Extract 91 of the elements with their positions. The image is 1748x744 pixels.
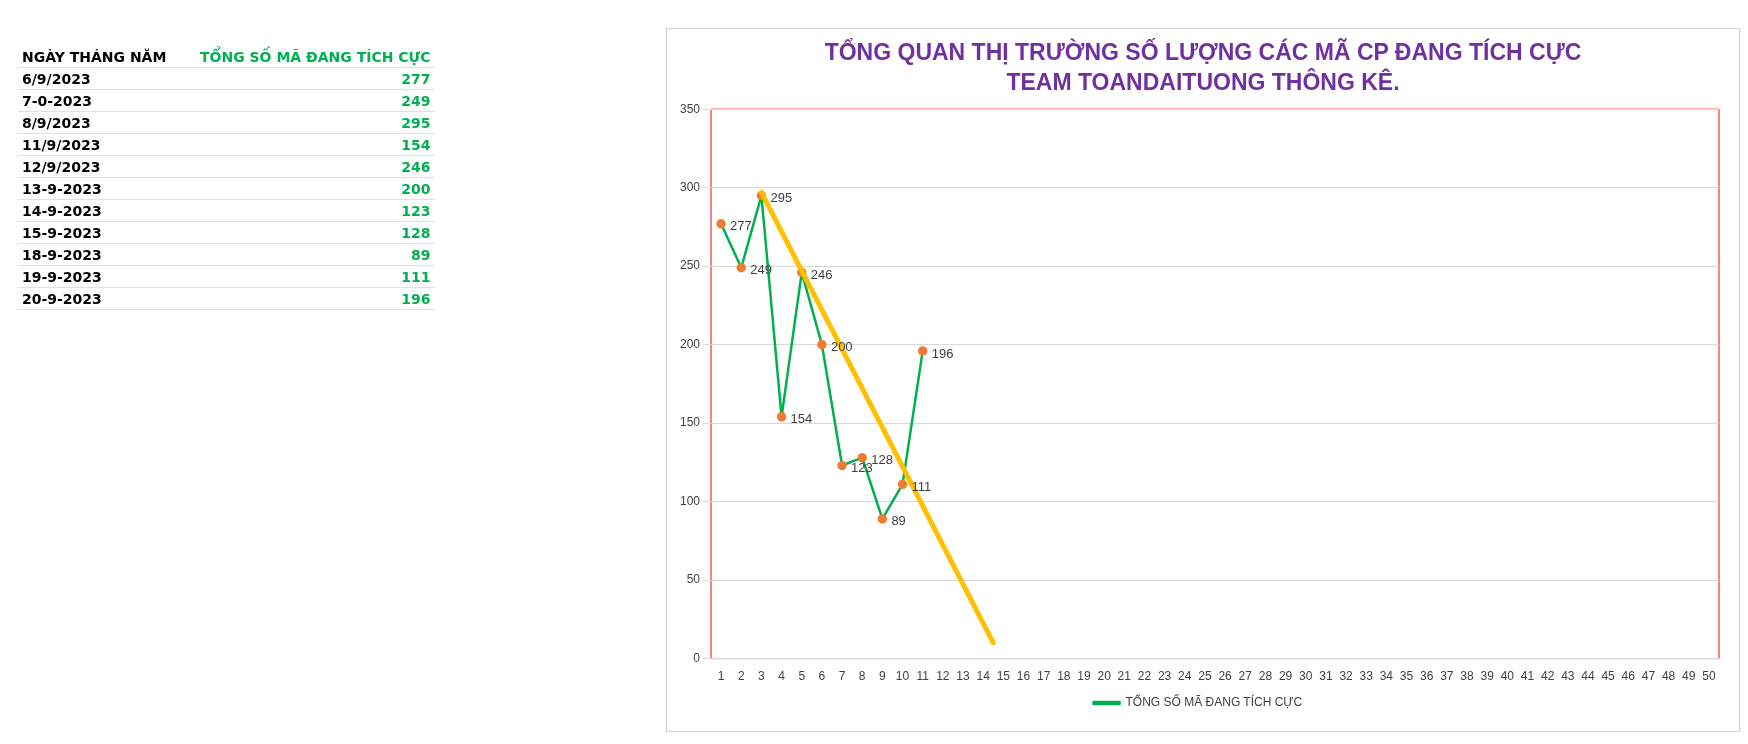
x-tick-label: 50 [1702, 669, 1716, 684]
x-tick-label: 46 [1621, 669, 1636, 684]
x-tick-label: 10 [895, 669, 910, 684]
category-label: 11/9/2023 [18, 133, 196, 156]
x-tick-label: 20 [1097, 669, 1112, 684]
x-tick-label: 34 [1379, 669, 1394, 684]
x-tick-label: 44 [1581, 669, 1595, 684]
category-label: 18-9-2023 [18, 243, 196, 266]
x-tick-label: 30 [1299, 669, 1313, 684]
text: NGÀY THÁNG NĂM [18, 46, 196, 68]
data-label: 128 [871, 452, 893, 468]
x-tick-label: 33 [1359, 669, 1374, 684]
x-tick-label: 42 [1540, 669, 1555, 684]
data-label: 154 [196, 133, 435, 156]
x-tick-label: 40 [1500, 669, 1515, 684]
x-tick-label: 4 [778, 669, 786, 684]
category-label: 13-9-2023 [18, 177, 196, 200]
data-label: 89 [196, 243, 435, 266]
x-tick-label: 49 [1682, 669, 1696, 684]
data-label: 295 [196, 111, 435, 134]
data-label: 154 [790, 411, 813, 427]
x-tick-label: 13 [956, 669, 971, 684]
x-tick-label: 31 [1319, 669, 1333, 684]
x-tick-label: 43 [1561, 669, 1575, 684]
data-label: 200 [196, 177, 435, 200]
x-tick-label: 8 [858, 669, 866, 684]
data-label: 89 [891, 513, 906, 529]
x-tick-label: 3 [758, 669, 766, 684]
x-tick-label: 25 [1198, 669, 1212, 684]
x-tick-label: 45 [1601, 669, 1616, 684]
category-label: 15-9-2023 [18, 221, 196, 244]
x-tick-label: 37 [1440, 669, 1454, 684]
data-label: 249 [196, 89, 435, 112]
x-tick-label: 14 [976, 669, 991, 684]
y-tick-label: 0 [693, 650, 701, 665]
x-tick-label: 48 [1661, 669, 1676, 684]
data-label: 277 [196, 67, 435, 90]
x-tick-label: 23 [1157, 669, 1172, 684]
x-tick-label: 17 [1036, 669, 1051, 684]
x-tick-label: 1 [717, 669, 725, 684]
category-label: 7-0-2023 [18, 89, 196, 112]
x-tick-label: 7 [838, 669, 846, 684]
x-tick-label: 38 [1460, 669, 1474, 684]
x-tick-label: 2 [737, 669, 745, 684]
x-tick-label: 18 [1057, 669, 1071, 684]
x-tick-label: 36 [1420, 669, 1434, 684]
x-tick-label: 9 [879, 669, 887, 684]
y-tick-label: 100 [679, 493, 701, 508]
data-label: 196 [931, 345, 954, 361]
data-label: 111 [196, 265, 435, 288]
data-label: 295 [770, 190, 793, 206]
y-tick-label: 50 [686, 572, 701, 587]
x-tick-label: 22 [1137, 669, 1152, 684]
x-tick-label: 27 [1238, 669, 1253, 684]
data-label: 123 [196, 199, 435, 222]
data-label: 196 [196, 287, 435, 310]
x-tick-label: 24 [1178, 669, 1192, 684]
data-label: 246 [196, 155, 435, 178]
x-tick-label: 26 [1218, 669, 1233, 684]
data-label: 277 [730, 218, 752, 234]
y-tick-label: 200 [679, 336, 701, 351]
data-label: 128 [196, 221, 435, 244]
category-label: 12/9/2023 [18, 155, 196, 178]
x-tick-label: 32 [1339, 669, 1354, 684]
legend-label: TỔNG SỐ MÃ ĐANG TÍCH CỰC [1125, 694, 1303, 710]
chart-title: TỔNG QUAN THỊ TRƯỜNG SỐ LƯỢNG CÁC MÃ CP ĐANG TÍCH CỰC TEAM TOANDAITUONG THÔNG KÊ. [823, 37, 1583, 97]
y-tick-label: 300 [679, 180, 701, 194]
x-tick-label: 28 [1258, 669, 1273, 684]
x-tick-label: 15 [996, 669, 1011, 684]
category-label: 20-9-2023 [18, 287, 196, 310]
x-tick-label: 35 [1399, 669, 1414, 684]
text: TỔNG SỐ MÃ ĐANG TÍCH CỰC [196, 46, 435, 68]
data-label: 246 [810, 267, 833, 283]
x-tick-label: 39 [1480, 669, 1495, 684]
y-tick-label: 150 [679, 415, 701, 430]
category-label: 19-9-2023 [18, 265, 196, 288]
x-tick-label: 11 [916, 669, 930, 684]
x-tick-label: 41 [1520, 669, 1535, 684]
x-tick-label: 47 [1641, 669, 1656, 684]
x-tick-label: 29 [1278, 669, 1293, 684]
x-tick-label: 5 [798, 669, 806, 684]
category-label: 14-9-2023 [18, 199, 196, 222]
x-tick-label: 19 [1077, 669, 1091, 684]
y-tick-label: 350 [679, 101, 701, 116]
x-tick-label: 6 [818, 669, 826, 684]
x-tick-label: 12 [936, 669, 950, 684]
y-tick-label: 250 [679, 258, 701, 273]
x-tick-label: 16 [1016, 669, 1031, 684]
category-label: 8/9/2023 [18, 111, 196, 134]
category-label: 6/9/2023 [18, 67, 196, 90]
x-tick-label: 21 [1117, 669, 1132, 684]
